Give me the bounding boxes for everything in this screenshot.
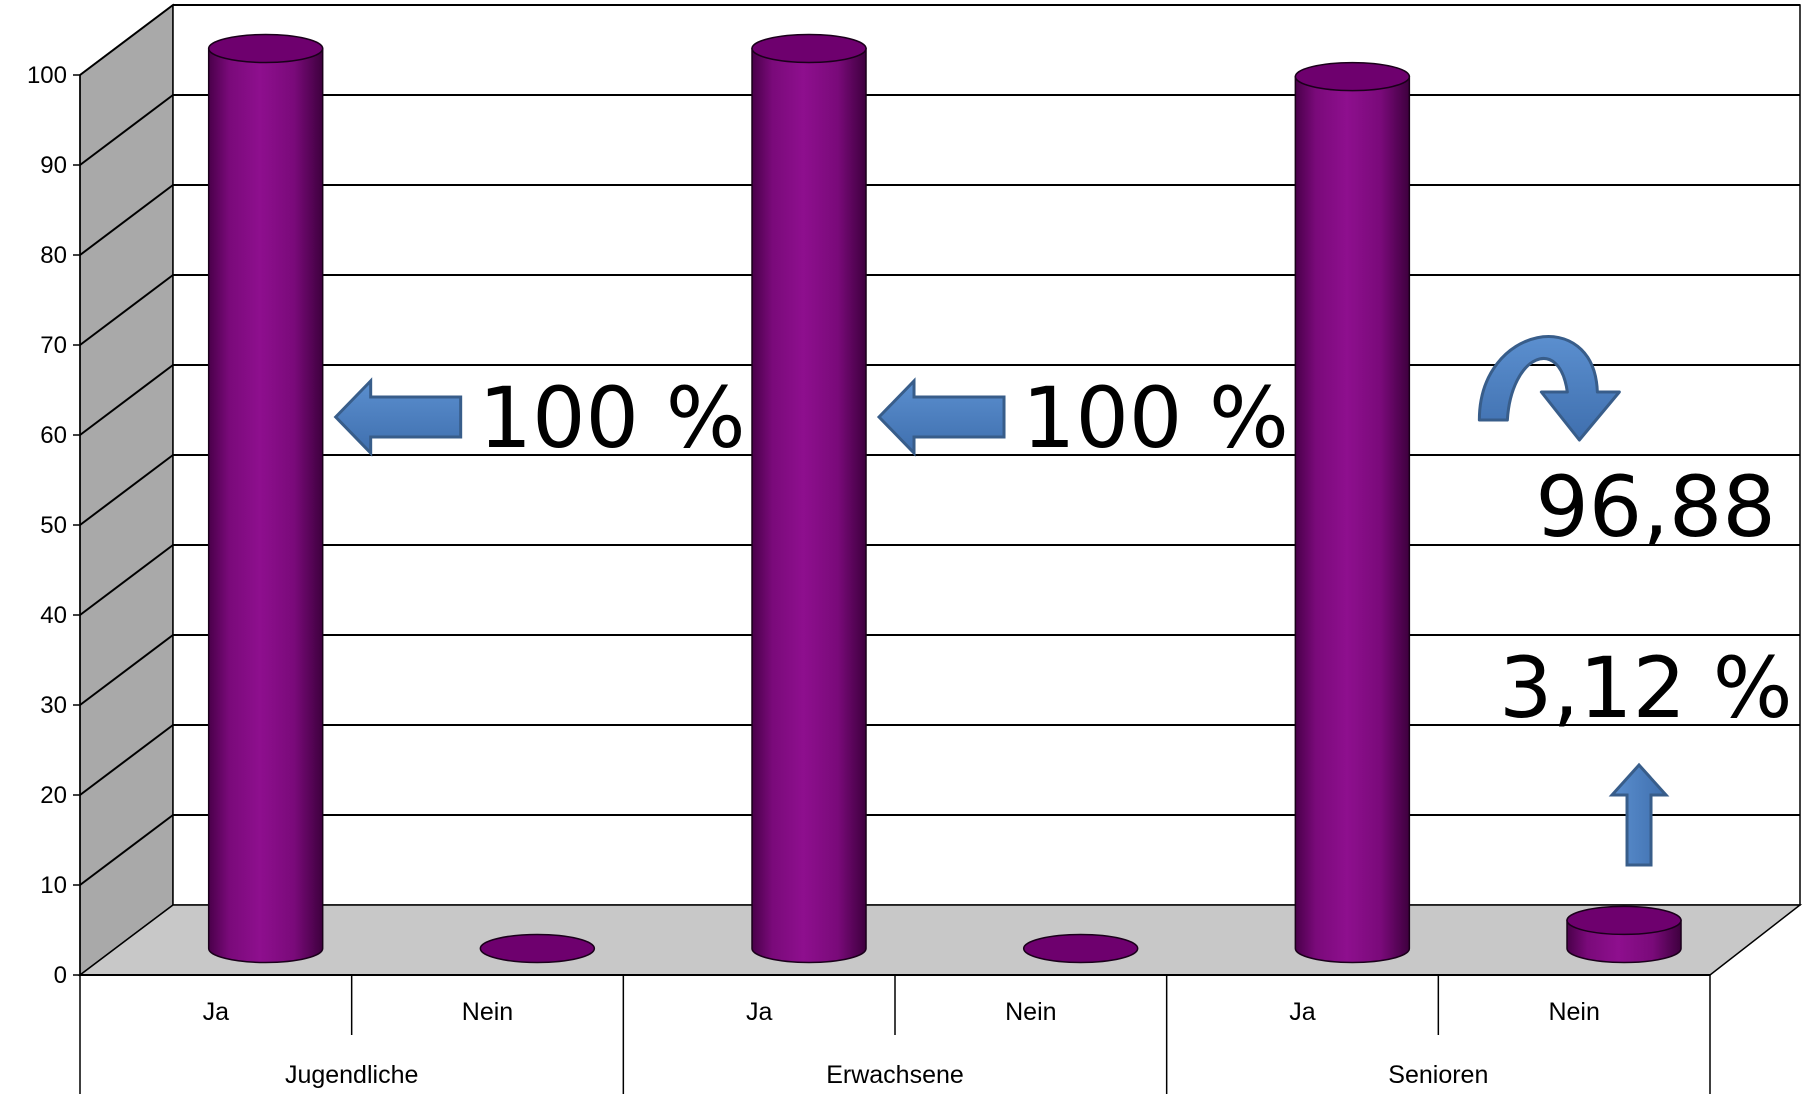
- x-axis: Ja Nein Ja Nein Ja Nein Jugendliche Erwachsene S…: [79, 974, 1711, 1094]
- x-group-label: Jugendliche: [285, 1061, 418, 1089]
- bar-senioren-ja: [1294, 61, 1411, 964]
- bar-body: [207, 47, 324, 964]
- gridlines: [79, 4, 1800, 886]
- x-group-label: Senioren: [1388, 1061, 1488, 1089]
- y-tick-label: 10: [40, 872, 67, 899]
- y-tick-label: 0: [54, 962, 67, 989]
- annotation-label: 100 %: [1022, 369, 1289, 467]
- annotation-label: 96,88 %: [1535, 458, 1805, 556]
- bar-top: [751, 33, 867, 64]
- y-tick-label: 30: [40, 692, 67, 719]
- y-axis: 0 10 20 30 40 50 60 70 80 90 100: [27, 62, 81, 989]
- annotations: 100 % 100 % 96,88 % 3,12 %: [333, 335, 1805, 867]
- bar-erwachsene-nein: [1022, 933, 1139, 964]
- bar-jugendliche-ja: [207, 33, 324, 964]
- x-group-label: Erwachsene: [826, 1061, 964, 1089]
- gridline-side: [79, 184, 174, 256]
- gridline-side: [79, 724, 174, 796]
- y-tick-label: 100: [27, 62, 67, 89]
- x-tick-label: Nein: [1548, 998, 1599, 1026]
- x-tick-label: Nein: [462, 998, 513, 1026]
- bar-top: [1566, 905, 1682, 936]
- y-tick-label: 50: [40, 512, 67, 539]
- gridline-side: [79, 94, 174, 166]
- curved-arrow-icon: [1477, 335, 1621, 442]
- y-tick-label: 20: [40, 782, 67, 809]
- x-tick-label: Ja: [746, 998, 773, 1026]
- gridline-side: [79, 4, 174, 76]
- gridline-side: [79, 814, 174, 886]
- x-tick-label: Nein: [1005, 998, 1056, 1026]
- bar-body: [1294, 75, 1411, 964]
- gridline-side: [79, 364, 174, 436]
- bars: [207, 33, 1682, 964]
- x-tick-label: Ja: [1289, 998, 1316, 1026]
- y-tick-label: 90: [40, 152, 67, 179]
- bar-senioren-nein: [1566, 905, 1682, 964]
- bar-zero-disk: [479, 933, 596, 964]
- x-tick-label: Ja: [203, 998, 230, 1026]
- up-arrow-icon: [1608, 762, 1670, 867]
- annotation: 100 %: [876, 369, 1289, 467]
- annotation-label: 3,12 %: [1499, 639, 1793, 737]
- annotation: 100 %: [333, 369, 746, 467]
- bar-body: [751, 47, 867, 964]
- annotation: 3,12 %: [1499, 639, 1793, 867]
- annotation: 96,88 %: [1477, 335, 1805, 556]
- gridline-side: [79, 634, 174, 706]
- y-tick-label: 70: [40, 332, 67, 359]
- y-tick-label: 80: [40, 242, 67, 269]
- y-tick-label: 60: [40, 422, 67, 449]
- gridline-side: [79, 544, 174, 616]
- bar-erwachsene-ja: [751, 33, 867, 964]
- bar-jugendliche-nein: [479, 933, 596, 964]
- bar-top: [1294, 61, 1411, 92]
- annotation-label: 100 %: [479, 369, 746, 467]
- left-arrow-icon: [876, 377, 1006, 457]
- bar-zero-disk: [1022, 933, 1139, 964]
- bar-top: [207, 33, 324, 64]
- gridline-side: [79, 274, 174, 346]
- gridline-side: [79, 454, 174, 526]
- floor: [77, 904, 1803, 976]
- y-tick-label: 40: [40, 602, 67, 629]
- left-arrow-icon: [333, 377, 463, 457]
